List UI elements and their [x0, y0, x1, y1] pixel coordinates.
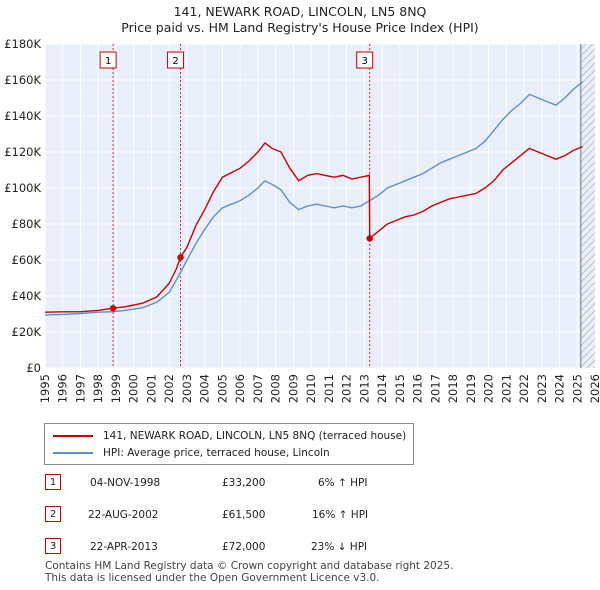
- x-tick-label: 2012: [340, 374, 354, 403]
- property-price-line: [44, 142, 583, 313]
- x-tick-label: 2002: [162, 374, 176, 403]
- x-tick-label: 2013: [357, 374, 371, 403]
- transaction-hpi: 16% ↑ HPI: [312, 509, 369, 521]
- plot-area: [45, 44, 595, 368]
- x-tick-label: 2019: [464, 374, 478, 403]
- axis-labels: £0 £20K £40K £60K £80K £100K £120K £140K £160K £1…: [4, 37, 600, 403]
- x-tick-label: 2024: [553, 374, 567, 403]
- transaction-row-2: 2 22-AUG-2002 £61,500 16% ↑ HPI: [0, 506, 600, 526]
- badge-label: 1: [105, 56, 111, 67]
- legend-item-property: 141, NEWARK ROAD, LINCOLN, LN5 8NQ (terr…: [53, 428, 406, 444]
- y-tick-label: £180K: [4, 37, 41, 51]
- transaction-price: £61,500: [222, 509, 266, 521]
- legend: 141, NEWARK ROAD, LINCOLN, LN5 8NQ (terr…: [44, 423, 414, 465]
- annotation-badge-2: 2: [167, 51, 185, 69]
- x-tick-label: 1996: [56, 374, 70, 403]
- badge-label: 3: [361, 56, 367, 67]
- x-tick-label: 2003: [180, 374, 194, 403]
- legend-swatch-red: [53, 435, 93, 437]
- sale-point-1: [109, 305, 117, 312]
- transaction-price: £33,200: [222, 477, 266, 489]
- footer-note: Contains HM Land Registry data © Crown c…: [45, 560, 453, 584]
- x-tick-label: 2010: [304, 374, 318, 403]
- forecast-hatch: [580, 44, 595, 368]
- y-tick-label: £140K: [4, 109, 41, 123]
- x-tick-label: 2011: [322, 374, 336, 403]
- x-tick-label: 1998: [91, 374, 105, 403]
- transaction-row-3: 3 22-APR-2013 £72,000 23% ↓ HPI: [0, 538, 600, 558]
- legend-label-hpi: HPI: Average price, terraced house, Linc…: [103, 447, 330, 459]
- x-tick-label: 1995: [38, 374, 52, 403]
- y-tick-label: £40K: [12, 289, 42, 303]
- badge-label: 2: [172, 56, 178, 67]
- x-tick-label: 2021: [499, 374, 513, 403]
- x-tick-label: 2000: [127, 374, 141, 403]
- footer-line-1: Contains HM Land Registry data © Crown c…: [45, 560, 454, 572]
- shade-layer: [580, 44, 595, 368]
- x-tick-label: 2006: [233, 374, 247, 403]
- x-tick-label: 2015: [393, 374, 407, 403]
- transaction-hpi: 6% ↑ HPI: [318, 477, 368, 489]
- x-tick-label: 2025: [570, 374, 584, 403]
- transaction-date: 22-AUG-2002: [88, 509, 159, 521]
- legend-item-hpi: HPI: Average price, terraced house, Linc…: [53, 445, 330, 461]
- y-tick-label: £100K: [4, 181, 41, 195]
- legend-label-property: 141, NEWARK ROAD, LINCOLN, LN5 8NQ (terr…: [103, 430, 407, 442]
- x-tick-label: 2016: [411, 374, 425, 403]
- x-tick-label: 2018: [446, 374, 460, 403]
- x-tick-label: 2004: [198, 374, 212, 403]
- badge-box: [99, 51, 117, 69]
- y-tick-label: £120K: [4, 145, 41, 159]
- transaction-badge: 3: [45, 538, 61, 554]
- transaction-date: 04-NOV-1998: [90, 477, 161, 489]
- x-tick-label: 2005: [215, 374, 229, 403]
- legend-swatch-blue: [53, 452, 93, 454]
- y-tick-label: £0: [26, 361, 41, 375]
- y-tick-label: £60K: [12, 253, 42, 267]
- annotation-badges: 1 2 3: [99, 51, 374, 69]
- sale-point-3: [366, 235, 373, 242]
- sale-point-2: [177, 254, 184, 261]
- price-chart: 141, NEWARK ROAD, LINCOLN, LN5 8NQ Price…: [4, 4, 600, 403]
- series-layer: [44, 81, 584, 316]
- x-tick-label: 2017: [428, 374, 442, 403]
- x-tick-label: 1997: [73, 374, 87, 403]
- transaction-hpi: 23% ↓ HPI: [311, 541, 368, 553]
- y-tick-label: £80K: [12, 217, 42, 231]
- transaction-row-1: 1 04-NOV-1998 £33,200 6% ↑ HPI: [0, 474, 600, 494]
- transaction-badge: 2: [45, 506, 61, 522]
- x-tick-label: 2001: [144, 374, 158, 403]
- x-tick-label: 2023: [535, 374, 549, 403]
- x-tick-label: 2026: [588, 374, 600, 403]
- hpi-line: [44, 81, 584, 316]
- x-tick-label: 2009: [286, 374, 300, 403]
- y-tick-label: £20K: [12, 325, 42, 339]
- badge-box: [356, 51, 374, 69]
- badge-box: [167, 51, 185, 69]
- x-tick-label: 2020: [482, 374, 496, 403]
- footer-line-2: This data is licensed under the Open Gov…: [45, 572, 380, 584]
- annotation-badge-3: 3: [356, 51, 374, 69]
- x-tick-label: 2014: [375, 374, 389, 403]
- x-tick-label: 1999: [109, 374, 123, 403]
- chart-subtitle: Price paid vs. HM Land Registry's House …: [121, 20, 478, 35]
- y-tick-label: £160K: [4, 73, 41, 87]
- transaction-date: 22-APR-2013: [90, 541, 158, 553]
- transaction-price: £72,000: [222, 541, 266, 553]
- x-tick-label: 2007: [251, 374, 265, 403]
- chart-title: 141, NEWARK ROAD, LINCOLN, LN5 8NQ: [174, 4, 427, 19]
- transaction-badge: 1: [45, 474, 61, 490]
- x-tick-label: 2022: [517, 374, 531, 403]
- x-tick-label: 2008: [269, 374, 283, 403]
- annotation-badge-1: 1: [99, 51, 117, 69]
